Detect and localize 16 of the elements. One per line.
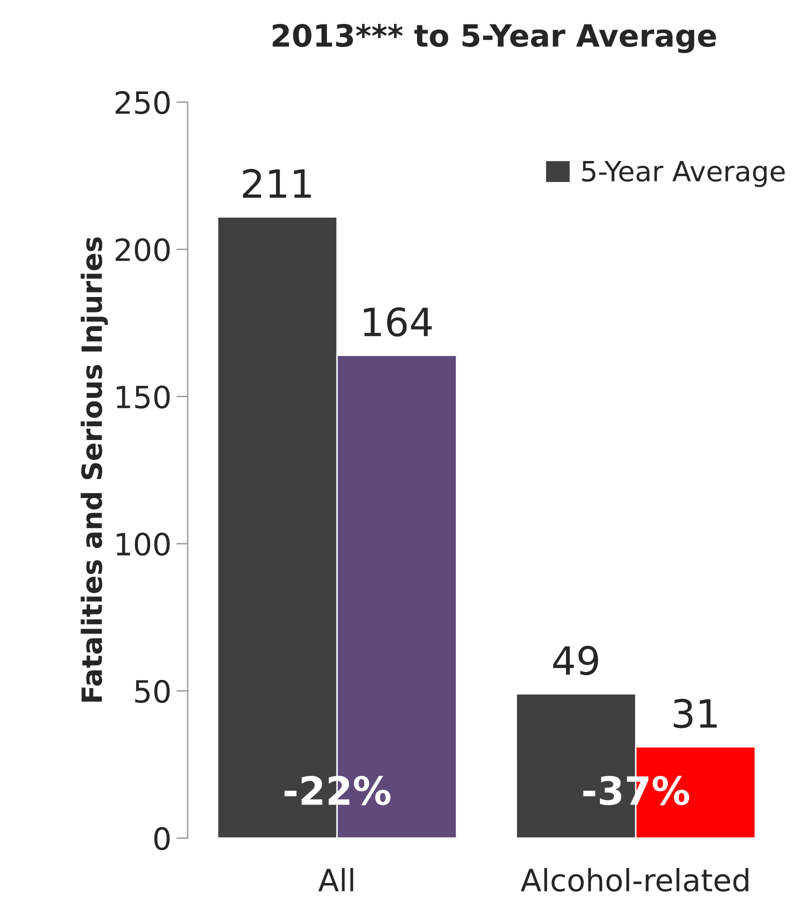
y-tick-label: 100 (116, 532, 170, 556)
x-tick-label: Alcohol-related (520, 868, 748, 892)
y-tick-label: 50 (135, 680, 170, 703)
annotation: -37% (583, 776, 690, 806)
y-axis-title: Fatalities and Serious Injuries (80, 237, 108, 702)
data-label: 164 (364, 307, 432, 337)
legend-label: 5-Year Average (582, 161, 785, 188)
y-tick-label: 250 (116, 91, 170, 114)
data-label: 211 (243, 168, 311, 198)
chart-title: 2013*** to 5-Year Average (272, 24, 716, 54)
y-tick-label: 200 (116, 238, 170, 262)
data-label: 49 (553, 646, 598, 676)
y-tick-label: 150 (116, 385, 170, 409)
x-tick-label: All (318, 868, 354, 892)
data-label: 31 (674, 698, 717, 728)
y-tick-label: 0 (154, 827, 170, 850)
